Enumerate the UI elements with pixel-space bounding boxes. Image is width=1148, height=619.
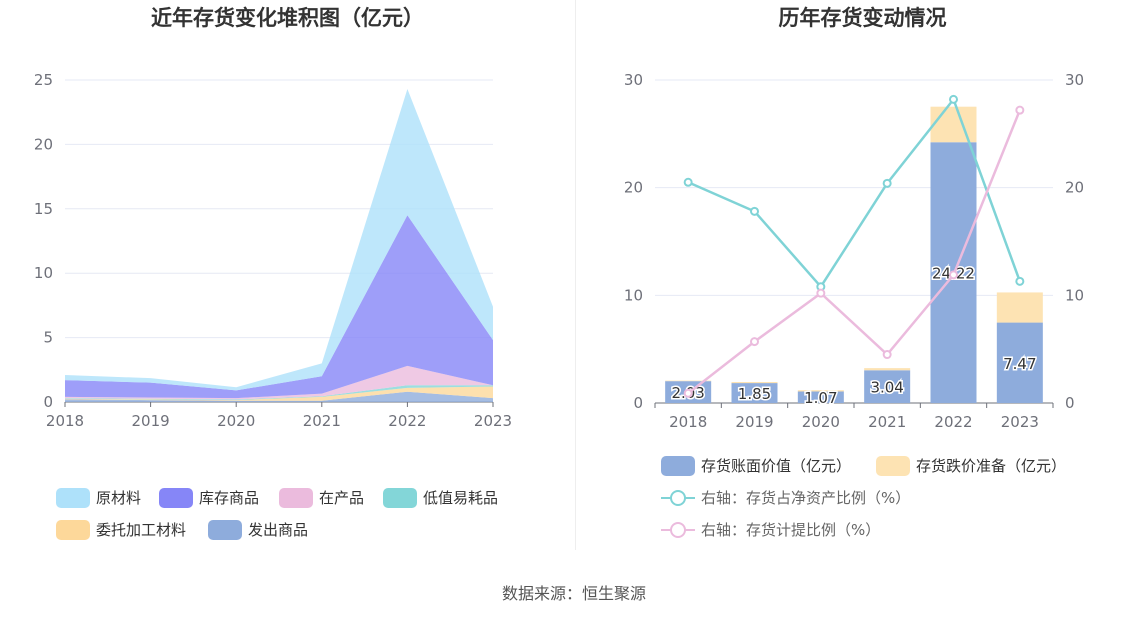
- right-chart-panel: 历年存货变动情况 0 0 10 10 20 20 30 30 2018 2019 2020 2021 2…: [577, 0, 1148, 550]
- x-tick-label: 2021: [303, 412, 341, 430]
- data-source-note: 数据来源：恒生聚源: [501, 584, 646, 603]
- y-tick-label: 10: [34, 264, 53, 282]
- legend-swatch: [876, 455, 910, 476]
- legend-item[interactable]: 在产品: [279, 487, 364, 508]
- y-tick-label: 5: [43, 329, 53, 347]
- x-tick-label: 2023: [474, 412, 512, 430]
- bar-line-combo-chart: 001010202030302018201920202021202220232.…: [624, 71, 1084, 431]
- legend-label: 存货跌价准备（亿元）: [916, 457, 1067, 475]
- right-y-tick-label: 30: [1065, 71, 1084, 89]
- legend-label: 委托加工材料: [96, 521, 187, 539]
- bar-data-label: 7.47: [1003, 355, 1036, 373]
- area-series: [65, 391, 493, 402]
- line-series: [687, 109, 1021, 395]
- legend-item[interactable]: 右轴：存货计提比例（%）: [661, 519, 880, 540]
- legend-swatch: [56, 519, 90, 540]
- legend-item[interactable]: 库存商品: [159, 487, 259, 508]
- line-series: [687, 96, 1022, 289]
- right-y-tick-label: 0: [1065, 394, 1075, 412]
- right-y-tick-label: 10: [1065, 286, 1084, 304]
- legend-item[interactable]: 原材料: [56, 487, 141, 508]
- bar: [996, 292, 1043, 323]
- left-y-tick-label: 20: [624, 179, 643, 197]
- legend-item[interactable]: 低值易耗品: [383, 487, 498, 508]
- legend-swatch: [208, 519, 242, 540]
- x-tick-label: 2020: [217, 412, 255, 430]
- legend-swatch: [279, 487, 313, 508]
- legend-label: 发出商品: [248, 521, 309, 539]
- x-tick-label: 2019: [132, 412, 170, 430]
- x-tick-label: 2021: [868, 413, 906, 431]
- y-tick-label: 25: [34, 71, 53, 89]
- bar: [797, 390, 844, 392]
- left-y-tick-label: 30: [624, 71, 643, 89]
- legend-swatch: [383, 487, 417, 508]
- left-chart-title: 近年存货变化堆积图（亿元）: [151, 6, 424, 30]
- line-point: [683, 177, 693, 187]
- left-y-tick-label: 0: [633, 394, 643, 412]
- bar: [797, 391, 844, 403]
- legend-label: 右轴：存货计提比例（%）: [701, 521, 881, 539]
- right-y-tick-label: 20: [1065, 179, 1084, 197]
- panel-divider: [575, 0, 576, 550]
- bar: [930, 106, 977, 143]
- line-point: [683, 388, 693, 398]
- stacked-area-chart: 0 5 10 15 20 25 2018 2019 2020 2021 2022 2023: [34, 71, 512, 430]
- line-point: [1015, 105, 1025, 115]
- legend-marker: [670, 521, 686, 538]
- bar: [864, 368, 911, 371]
- area-series: [65, 385, 493, 401]
- left-y-tick-label: 10: [624, 286, 643, 304]
- legend-label: 存货账面价值（亿元）: [701, 457, 852, 475]
- legend-swatch: [661, 520, 695, 540]
- line-point: [816, 288, 826, 298]
- legend-label: 右轴：存货占净资产比例（%）: [701, 489, 911, 507]
- bar: [996, 322, 1043, 403]
- x-tick-label: 2023: [1001, 413, 1039, 431]
- line-point: [949, 94, 958, 104]
- y-tick-label: 0: [43, 393, 53, 411]
- legend-swatch: [661, 455, 695, 476]
- legend-label: 原材料: [96, 489, 142, 507]
- x-tick-label: 2019: [735, 413, 773, 431]
- line-point: [949, 270, 958, 280]
- line-point: [882, 350, 892, 360]
- legend-label: 在产品: [319, 489, 365, 507]
- x-tick-label: 2018: [669, 413, 707, 431]
- line-point: [750, 337, 759, 347]
- legend-item[interactable]: 发出商品: [208, 519, 308, 540]
- line-point: [1015, 276, 1025, 286]
- bar-data-label: 1.07: [804, 389, 837, 407]
- area-series: [65, 365, 493, 400]
- legend-label: 库存商品: [199, 489, 260, 507]
- x-tick-label: 2020: [802, 413, 840, 431]
- x-tick-label: 2018: [46, 412, 84, 430]
- bar-data-label: 3.04: [870, 379, 903, 397]
- legend-swatch: [56, 487, 90, 508]
- legend-swatch: [159, 487, 193, 508]
- bar: [731, 383, 778, 403]
- legend-item[interactable]: 存货账面价值（亿元）: [661, 455, 851, 476]
- legend-swatch: [661, 488, 695, 508]
- legend-label: 低值易耗品: [423, 489, 499, 507]
- left-chart-panel: 近年存货变化堆积图（亿元） 0 5 10 15 20 25 2018 2019 2020 2021…: [0, 0, 575, 550]
- area-series: [65, 89, 493, 391]
- line-point: [882, 178, 892, 188]
- bar: [731, 382, 778, 384]
- bar: [864, 370, 911, 403]
- line-point: [750, 206, 759, 216]
- x-tick-label: 2022: [388, 412, 426, 430]
- legend-item[interactable]: 委托加工材料: [56, 519, 186, 540]
- right-chart-title: 历年存货变动情况: [778, 6, 947, 30]
- y-tick-label: 20: [34, 135, 53, 153]
- legend-item[interactable]: 存货跌价准备（亿元）: [876, 455, 1066, 476]
- legend-item[interactable]: 右轴：存货占净资产比例（%）: [661, 487, 910, 508]
- legend-marker: [670, 489, 686, 506]
- area-series: [65, 386, 493, 401]
- area-series: [65, 215, 493, 399]
- y-tick-label: 15: [34, 200, 53, 218]
- bar: [665, 380, 712, 382]
- bar-data-label: 1.85: [738, 385, 771, 403]
- x-tick-label: 2022: [934, 413, 972, 431]
